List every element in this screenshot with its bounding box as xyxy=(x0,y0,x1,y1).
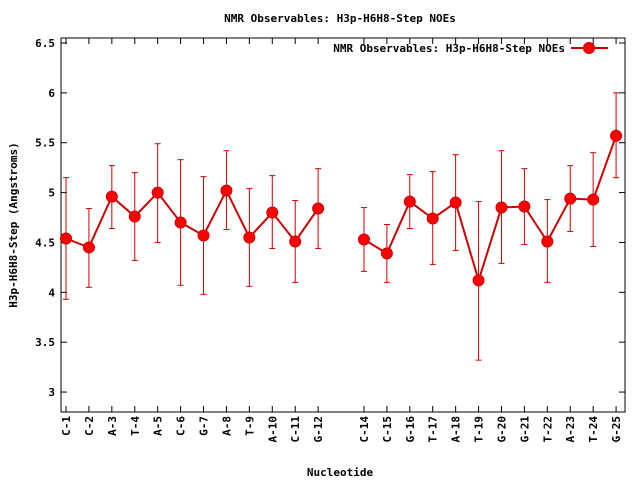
x-tick-label: G-20 xyxy=(495,416,508,443)
x-tick-label: G-21 xyxy=(518,416,531,443)
series-line xyxy=(363,135,618,284)
series-lines xyxy=(65,135,618,284)
x-tick-label: C-2 xyxy=(83,416,96,436)
data-point xyxy=(312,202,325,215)
data-point xyxy=(151,186,164,199)
data-point xyxy=(541,235,554,248)
x-tick-label: A-3 xyxy=(106,416,119,436)
x-tick-label: T-9 xyxy=(243,416,256,436)
x-tick-label: G-7 xyxy=(198,416,211,436)
data-point xyxy=(289,235,302,248)
y-axis-label: H3p-H6H8-Step (Angstroms) xyxy=(7,142,20,308)
data-point xyxy=(128,210,141,223)
y-tick-label: 6 xyxy=(48,87,55,100)
data-point xyxy=(266,206,279,219)
data-point xyxy=(197,229,210,242)
x-tick-label: A-10 xyxy=(266,416,279,443)
x-axis: C-1 C-2 A-3 T-4 A-5 C-6 G-7 A-8 T-9 A-10 C-11 G-12 C… xyxy=(60,38,623,443)
data-point xyxy=(220,184,233,197)
x-tick-label: T-19 xyxy=(473,416,486,443)
x-tick-label: G-25 xyxy=(610,416,623,443)
data-points xyxy=(60,129,623,287)
data-point xyxy=(60,232,72,245)
legend: NMR Observables: H3p-H6H8-Step NOEs xyxy=(333,42,608,55)
x-tick-label: A-23 xyxy=(564,416,577,443)
x-tick-label: G-16 xyxy=(404,416,417,443)
data-point xyxy=(105,190,118,203)
error-bars xyxy=(63,92,620,361)
data-point xyxy=(426,212,439,225)
y-tick-label: 3 xyxy=(48,386,55,399)
data-point xyxy=(449,196,462,209)
data-point xyxy=(495,201,508,214)
y-tick-label: 5.5 xyxy=(35,137,55,150)
x-tick-label: T-4 xyxy=(129,416,142,436)
data-point xyxy=(564,192,577,205)
x-tick-label: G-12 xyxy=(312,416,325,443)
legend-label: NMR Observables: H3p-H6H8-Step NOEs xyxy=(333,42,565,55)
x-tick-label: C-15 xyxy=(381,416,394,443)
y-axis: 3 3.5 4 4.5 5 5.5 6 6.5 xyxy=(35,37,625,399)
x-tick-label: C-1 xyxy=(60,416,73,436)
series-line xyxy=(65,188,319,249)
data-point xyxy=(380,247,393,260)
data-point xyxy=(243,231,256,244)
y-tick-label: 5 xyxy=(48,187,55,200)
data-point xyxy=(174,216,187,229)
data-point xyxy=(472,274,485,287)
x-tick-label: A-18 xyxy=(450,416,463,443)
x-tick-label: T-24 xyxy=(587,416,600,443)
chart-title: NMR Observables: H3p-H6H8-Step NOEs xyxy=(224,12,456,25)
legend-marker xyxy=(583,42,595,54)
data-point xyxy=(357,233,370,246)
plot-frame xyxy=(60,37,626,413)
data-point xyxy=(587,193,600,206)
x-tick-label: C-6 xyxy=(175,416,188,436)
y-tick-label: 6.5 xyxy=(35,37,55,50)
x-tick-label: C-14 xyxy=(358,416,371,443)
data-point xyxy=(610,129,623,142)
data-point xyxy=(82,241,95,254)
x-tick-label: T-22 xyxy=(541,416,554,443)
y-tick-label: 4 xyxy=(48,286,55,299)
x-axis-label: Nucleotide xyxy=(307,466,374,479)
data-point xyxy=(518,200,531,213)
x-tick-label: C-11 xyxy=(289,416,302,443)
y-tick-label: 3.5 xyxy=(35,336,55,349)
y-tick-label: 4.5 xyxy=(35,236,55,249)
data-point xyxy=(403,195,416,208)
x-tick-label: T-17 xyxy=(427,416,440,443)
x-tick-label: A-8 xyxy=(220,416,233,436)
x-tick-label: A-5 xyxy=(152,416,165,436)
